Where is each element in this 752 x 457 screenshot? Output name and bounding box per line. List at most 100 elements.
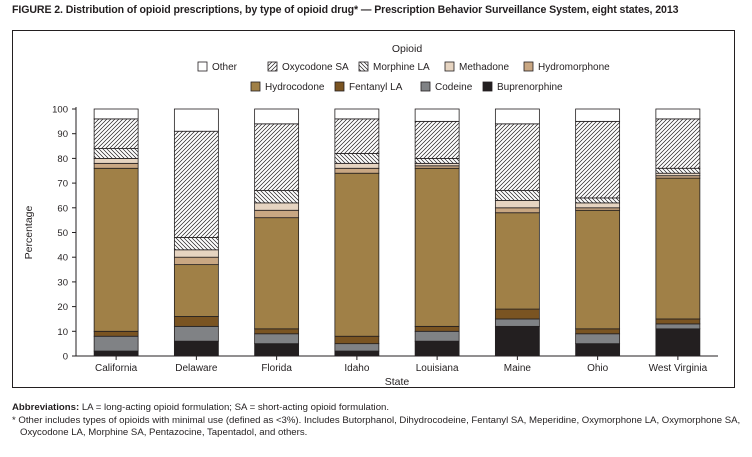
abbreviations-text: LA = long-acting opioid formulation; SA … bbox=[81, 402, 390, 413]
bar-west-virginia-codeine bbox=[655, 323, 701, 330]
bar-ohio-fentanyl-la bbox=[575, 328, 621, 335]
bar-idaho-oxycodone-sa bbox=[334, 118, 380, 154]
bar-florida-hydromorphone bbox=[254, 209, 300, 219]
bar-ohio-codeine bbox=[575, 333, 621, 345]
y-tick-label-20: 20 bbox=[57, 302, 68, 313]
bar-delaware-hydromorphone bbox=[173, 256, 219, 266]
bar-stack-louisiana bbox=[414, 108, 460, 357]
bar-louisiana-hydrocodone bbox=[414, 167, 460, 327]
bar-florida-codeine bbox=[254, 333, 300, 345]
legend-swatch-buprenorphine bbox=[482, 81, 493, 92]
legend-swatch-other bbox=[197, 61, 208, 72]
chart-frame: Opioid Other Oxycodone SA Morphine LA Methad… bbox=[12, 30, 735, 388]
other-note-line-2: Oxycodone LA, Morphine SA, Pentazocine, … bbox=[20, 427, 308, 438]
y-axis-label: Percentage bbox=[23, 205, 35, 259]
legend-swatch-oxycodone-sa bbox=[267, 61, 278, 72]
bar-california-methadone bbox=[93, 157, 139, 164]
bar-idaho-morphine-la bbox=[334, 153, 380, 164]
legend-label-fentanyl-la: Fentanyl LA bbox=[349, 82, 403, 93]
bar-ohio-other bbox=[575, 108, 621, 122]
bar-florida-hydrocodone bbox=[254, 217, 300, 330]
y-tick-label-10: 10 bbox=[57, 327, 68, 338]
bar-delaware-fentanyl-la bbox=[173, 316, 219, 327]
y-tick-label-70: 70 bbox=[57, 179, 68, 190]
bar-west-virginia-fentanyl-la bbox=[655, 318, 701, 325]
bar-florida-other bbox=[254, 108, 300, 125]
bar-maine-methadone bbox=[494, 199, 540, 209]
bar-maine-other bbox=[494, 108, 540, 125]
bar-maine-morphine-la bbox=[494, 190, 540, 201]
bar-delaware-morphine-la bbox=[173, 237, 219, 251]
bar-california-hydrocodone bbox=[93, 167, 139, 332]
bar-louisiana-fentanyl-la bbox=[414, 325, 460, 332]
bar-west-virginia-oxycodone-sa bbox=[655, 118, 701, 169]
legend-label-other: Other bbox=[212, 62, 238, 73]
bar-florida-oxycodone-sa bbox=[254, 123, 300, 191]
legend-label-codeine: Codeine bbox=[435, 82, 473, 93]
bar-delaware-buprenorphine bbox=[173, 340, 219, 357]
y-tick-label-100: 100 bbox=[52, 105, 68, 116]
figure-title: FIGURE 2. Distribution of opioid prescri… bbox=[12, 4, 679, 16]
x-tick-label-maine: Maine bbox=[504, 363, 532, 374]
bar-florida-fentanyl-la bbox=[254, 328, 300, 335]
bar-maine-buprenorphine bbox=[494, 325, 540, 357]
bar-stack-florida bbox=[254, 108, 300, 357]
bar-ohio-buprenorphine bbox=[575, 343, 621, 357]
bar-idaho-other bbox=[334, 108, 380, 120]
bar-delaware-oxycodone-sa bbox=[173, 130, 219, 238]
bar-maine-hydrocodone bbox=[494, 212, 540, 310]
bar-idaho-hydromorphone bbox=[334, 167, 380, 174]
bar-idaho-buprenorphine bbox=[334, 350, 380, 357]
y-tick-label-30: 30 bbox=[57, 277, 68, 288]
legend-swatch-hydrocodone bbox=[250, 81, 261, 92]
y-tick-label-0: 0 bbox=[63, 352, 68, 363]
legend-label-oxycodone-sa: Oxycodone SA bbox=[282, 62, 349, 73]
legend-swatch-methadone bbox=[444, 61, 455, 72]
bar-delaware-hydrocodone bbox=[173, 264, 219, 317]
bar-stack-maine bbox=[494, 108, 540, 357]
bar-california-oxycodone-sa bbox=[93, 118, 139, 149]
bar-maine-oxycodone-sa bbox=[494, 123, 540, 191]
legend-label-methadone: Methadone bbox=[459, 62, 509, 73]
bar-california-morphine-la bbox=[93, 148, 139, 159]
bar-maine-fentanyl-la bbox=[494, 308, 540, 320]
bar-florida-methadone bbox=[254, 202, 300, 211]
footnotes: Abbreviations: LA = long-acting opioid f… bbox=[12, 402, 747, 440]
bar-california-other bbox=[93, 108, 139, 120]
bar-ohio-morphine-la bbox=[575, 197, 621, 204]
legend-swatch-morphine-la bbox=[358, 61, 369, 72]
bar-california-buprenorphine bbox=[93, 350, 139, 357]
y-tick-label-60: 60 bbox=[57, 203, 68, 214]
bar-ohio-oxycodone-sa bbox=[575, 120, 621, 199]
bar-idaho-methadone bbox=[334, 162, 380, 169]
bar-maine-codeine bbox=[494, 318, 540, 327]
x-tick-label-west-virginia: West Virginia bbox=[649, 363, 708, 374]
y-tick-label-80: 80 bbox=[57, 154, 68, 165]
bar-louisiana-buprenorphine bbox=[414, 340, 460, 357]
other-note-line-1: * Other includes types of opioids with m… bbox=[12, 414, 741, 426]
bar-maine-hydromorphone bbox=[494, 207, 540, 214]
bar-louisiana-morphine-la bbox=[414, 157, 460, 164]
bar-stack-ohio bbox=[575, 108, 621, 357]
bar-california-hydromorphone bbox=[93, 162, 139, 169]
legend-swatch-hydromorphone bbox=[523, 61, 534, 72]
legend-label-morphine-la: Morphine LA bbox=[373, 62, 430, 73]
abbreviations-note: Abbreviations: LA = long-acting opioid f… bbox=[12, 402, 747, 415]
bar-louisiana-other bbox=[414, 108, 460, 122]
legend-label-hydrocodone: Hydrocodone bbox=[265, 82, 325, 93]
y-tick-label-90: 90 bbox=[57, 129, 68, 140]
x-tick-label-ohio: Ohio bbox=[587, 363, 609, 374]
legend-label-hydromorphone: Hydromorphone bbox=[538, 62, 610, 73]
bar-delaware-other bbox=[173, 108, 219, 132]
x-tick-label-louisiana: Louisiana bbox=[416, 363, 459, 374]
y-tick-label-40: 40 bbox=[57, 253, 68, 264]
bar-stack-west-virginia bbox=[655, 108, 701, 357]
bar-california-fentanyl-la bbox=[93, 330, 139, 337]
legend-swatch-fentanyl-la bbox=[334, 81, 345, 92]
x-tick-label-california: California bbox=[95, 363, 138, 374]
y-tick-label-50: 50 bbox=[57, 228, 68, 239]
bar-west-virginia-buprenorphine bbox=[655, 328, 701, 357]
bar-idaho-codeine bbox=[334, 343, 380, 352]
bar-stack-delaware bbox=[173, 108, 219, 357]
legend-label-buprenorphine: Buprenorphine bbox=[497, 82, 563, 93]
